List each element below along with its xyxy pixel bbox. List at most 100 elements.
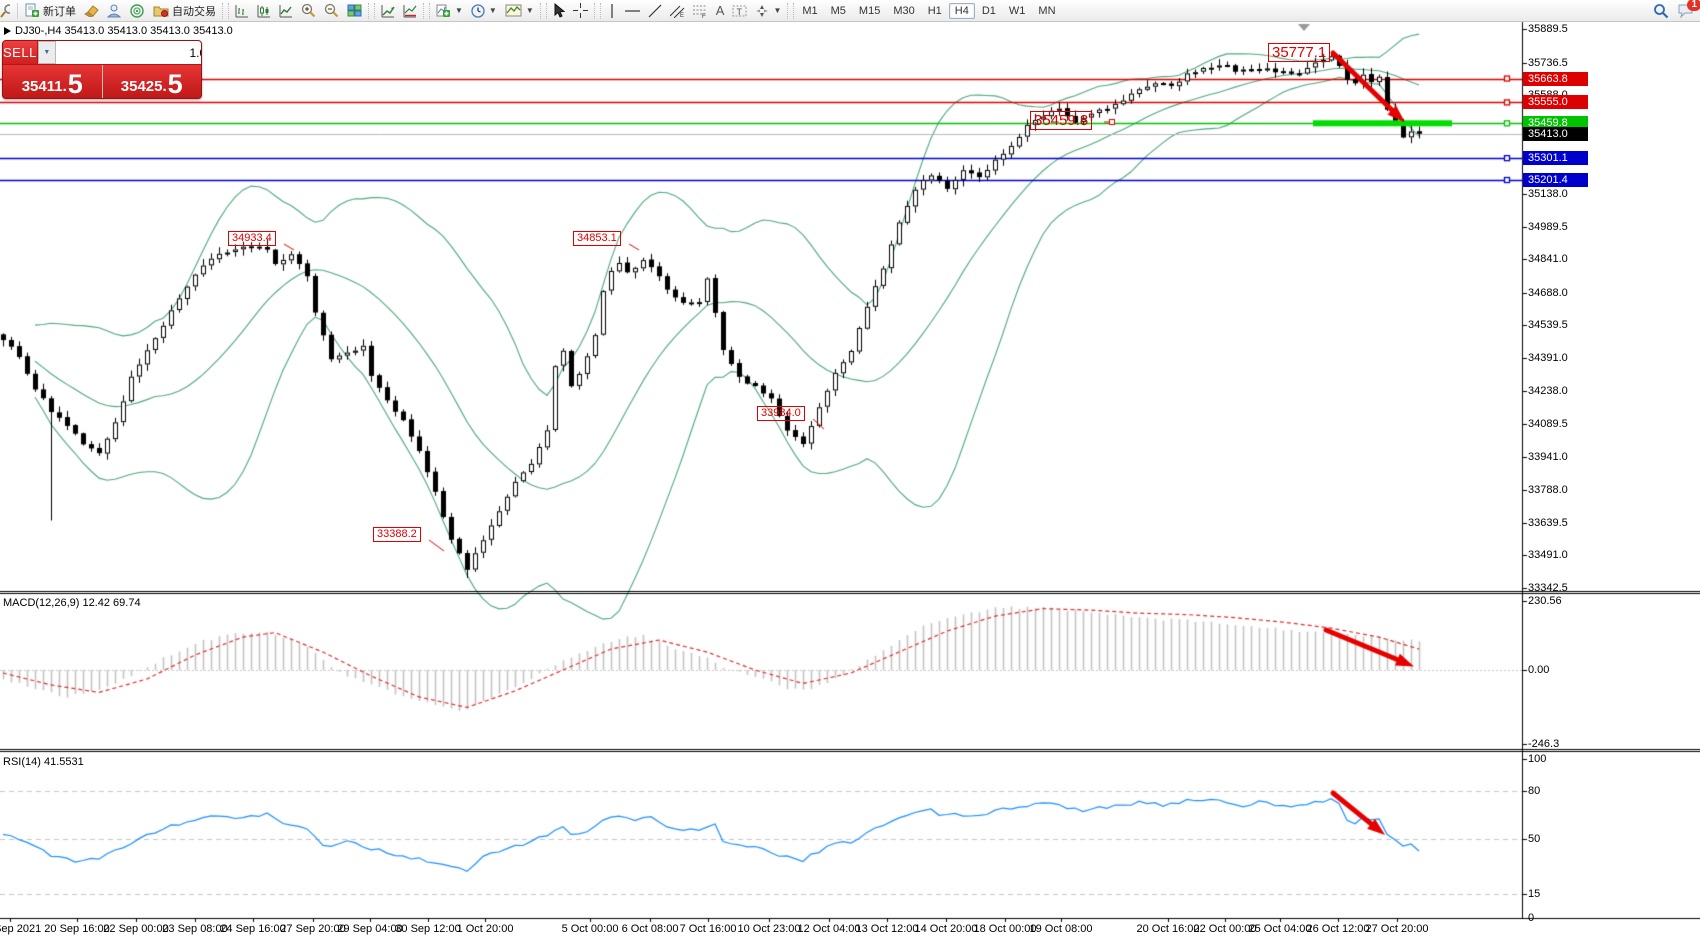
price-axis-tick: 34989.5: [1528, 220, 1568, 233]
tile-windows-icon[interactable]: [343, 1, 366, 20]
timeframe-m15[interactable]: M15: [858, 4, 881, 17]
text-icon[interactable]: A: [715, 3, 725, 18]
sell-price[interactable]: 35411. 5: [3, 65, 103, 98]
channel-icon[interactable]: E: [666, 1, 689, 20]
svg-text:E: E: [680, 13, 684, 18]
timeframe-d1[interactable]: D1: [981, 4, 996, 17]
notifications-button[interactable]: 1: [1677, 0, 1700, 18]
new-order-label: 新订单: [43, 5, 76, 18]
cursor-icon[interactable]: [549, 1, 569, 20]
timeframe-w1[interactable]: W1: [1008, 4, 1026, 17]
time-axis-label: 24 Sep 16:00: [220, 923, 286, 935]
svg-text:F: F: [702, 14, 706, 18]
time-axis-label: 12 Oct 04:00: [797, 923, 861, 935]
time-axis-label: 27 Oct 20:00: [1365, 923, 1429, 935]
macd-label: MACD(12,26,9) 12.42 69.74: [3, 597, 141, 609]
symbol-arrow-icon: [4, 27, 11, 35]
price-callout: 35777.1: [1268, 43, 1331, 63]
bar-chart-icon[interactable]: [231, 1, 253, 20]
buy-price[interactable]: 35425. 5: [102, 65, 201, 98]
time-axis-label: 30 Sep 12:00: [395, 923, 461, 935]
price-axis-tick: 33639.5: [1528, 516, 1568, 529]
timeframe-h4[interactable]: H4: [948, 2, 975, 19]
chevron-down-icon: ▼: [455, 6, 463, 15]
price-axis-tick: 34238.0: [1528, 385, 1568, 398]
volume-decrease-button[interactable]: ▼: [37, 41, 56, 64]
trendline-icon[interactable]: [644, 1, 666, 20]
price-axis-tick: 35138.0: [1528, 187, 1568, 200]
chart-style-button[interactable]: ▼: [501, 1, 538, 20]
sound-icon[interactable]: [126, 1, 149, 20]
vertical-line-icon[interactable]: [603, 1, 621, 20]
svg-text:T: T: [737, 7, 743, 17]
price-line-badge: 35301.1: [1523, 151, 1588, 166]
timeframe-h1[interactable]: H1: [927, 4, 942, 17]
price-callout: 34853.1: [573, 231, 621, 246]
price-axis-tick: 33941.0: [1528, 450, 1568, 463]
time-axis-label: 1 Oct 20:00: [456, 923, 514, 935]
search-partial-icon[interactable]: [0, 1, 14, 20]
horizontal-line-icon[interactable]: [621, 1, 644, 20]
search-icon[interactable]: [1653, 3, 1669, 19]
price-callout: 33388.2: [373, 527, 421, 542]
price-axis-tick: 33788.0: [1528, 484, 1568, 497]
timeframes-button[interactable]: ▼: [467, 1, 501, 20]
add-indicator-button[interactable]: ▼: [432, 1, 467, 20]
rsi-axis-tick: 80: [1528, 784, 1541, 797]
crosshair-icon[interactable]: [569, 1, 592, 20]
price-axis-tick: 33491.0: [1528, 549, 1568, 562]
indicators-icon[interactable]: [377, 1, 399, 20]
eraser-icon[interactable]: [80, 1, 103, 20]
line-chart-icon[interactable]: [275, 1, 297, 20]
time-axis-label: 5 Oct 00:00: [561, 923, 619, 935]
new-order-button[interactable]: 新订单: [21, 1, 80, 20]
clock-icon: [471, 3, 485, 18]
notification-badge: 1: [1687, 0, 1700, 11]
toolbar: 新订单 自动交易: [0, 0, 1700, 22]
price-line-badge: 35413.0: [1523, 126, 1588, 141]
timeframe-mn[interactable]: MN: [1038, 4, 1056, 17]
time-axis-label: 29 Sep 04:00: [337, 923, 403, 935]
price-axis-tick: 34539.5: [1528, 319, 1568, 332]
fibonacci-icon[interactable]: F: [689, 1, 712, 20]
time-axis-label: 13 Oct 12:00: [855, 923, 919, 935]
chevron-down-icon: ▼: [488, 6, 497, 15]
auto-trading-label: 自动交易: [172, 5, 216, 18]
time-axis-label: 6 Oct 08:00: [621, 923, 679, 935]
profile-icon[interactable]: [103, 1, 126, 20]
chevron-down-icon: ▼: [773, 6, 782, 15]
timeframe-m30[interactable]: M30: [893, 4, 915, 17]
time-axis-label: 17 Sep 2021: [0, 923, 42, 935]
one-click-trading-panel: SELL ▼ ▲ BUY 35411.5 35425.5: [2, 40, 202, 99]
time-axis-label: 19 Oct 08:00: [1029, 923, 1093, 935]
macd-axis-tick: -246.3: [1528, 737, 1560, 750]
text-label-icon[interactable]: T: [728, 1, 751, 20]
timeframe-m5[interactable]: M5: [830, 4, 846, 17]
timeframe-m1[interactable]: M1: [802, 4, 818, 17]
indicator-window-icon[interactable]: [399, 1, 421, 20]
time-axis-label: 23 Sep 08:00: [162, 923, 228, 935]
time-axis-label: 22 Oct 00:00: [1193, 923, 1257, 935]
chart-style-icon: [505, 4, 522, 17]
time-axis-label: 20 Sep 16:00: [44, 923, 110, 935]
zoom-in-icon[interactable]: [297, 1, 320, 20]
price-callout: 34933.4: [228, 231, 276, 246]
time-axis-label: 18 Oct 00:00: [973, 923, 1037, 935]
time-axis-label: 7 Oct 16:00: [679, 923, 737, 935]
price-axis-tick: 34391.0: [1528, 351, 1568, 364]
volume-input[interactable]: [55, 41, 201, 64]
candlestick-icon[interactable]: [253, 1, 275, 20]
rsi-label: RSI(14) 41.5531: [3, 756, 84, 768]
time-axis-label: 22 Sep 00:00: [103, 923, 169, 935]
sell-button[interactable]: SELL: [3, 41, 37, 64]
volume-stepper: ▼ ▲: [36, 41, 201, 64]
new-order-icon: [25, 3, 39, 17]
zoom-out-icon[interactable]: [320, 1, 343, 20]
auto-trading-button[interactable]: 自动交易: [149, 1, 220, 20]
rsi-axis-tick: 100: [1528, 753, 1547, 765]
arrows-icon[interactable]: ▼: [751, 1, 785, 20]
chevron-down-icon: ▼: [525, 6, 534, 15]
time-axis-label: 20 Oct 16:00: [1136, 923, 1200, 935]
